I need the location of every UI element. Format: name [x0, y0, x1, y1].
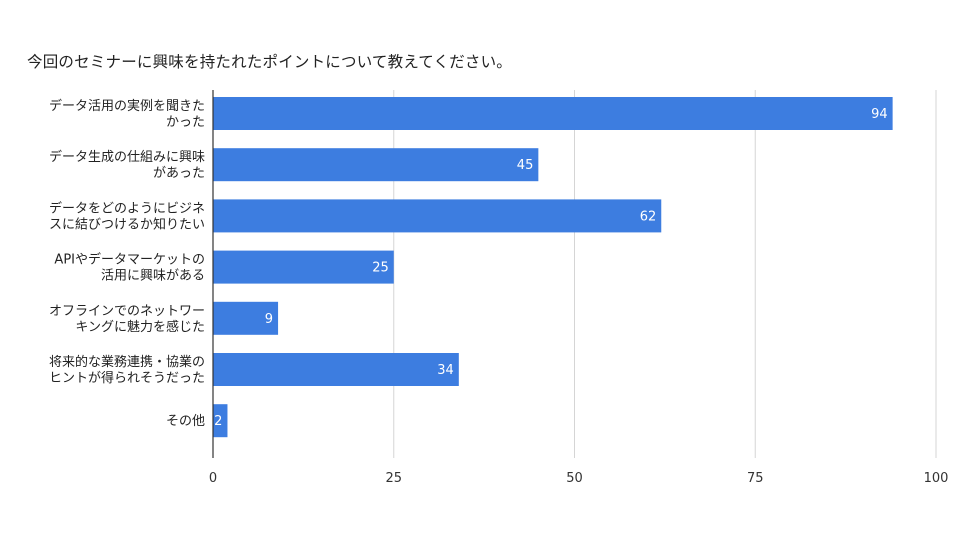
data-label-5: 34: [437, 363, 454, 378]
bar-5: [213, 353, 459, 386]
category-label-5-0: 将来的な業務連携・協業の: [49, 354, 205, 370]
category-label-5-1: ヒントが得られそうだった: [49, 370, 205, 386]
x-tick-label-75: 75: [747, 471, 764, 486]
category-label-6-0: その他: [166, 414, 205, 429]
category-label-0-1: かった: [166, 115, 205, 130]
x-tick-label-0: 0: [209, 471, 217, 486]
bar-6: [213, 404, 228, 438]
data-label-2: 62: [640, 209, 657, 224]
data-label-3: 25: [372, 261, 389, 276]
category-label-4-1: キングに魅力を感じた: [75, 319, 205, 335]
data-label-4: 9: [265, 312, 273, 327]
data-label-6: 2: [214, 414, 222, 429]
bar-3: [213, 250, 394, 284]
x-tick-label-25: 25: [385, 471, 402, 486]
data-label-0: 94: [871, 107, 888, 122]
chart-title: 今回のセミナーに興味を持たれたポイントについて教えてください。: [27, 53, 512, 71]
x-tick-label-50: 50: [566, 471, 583, 486]
bar-4: [213, 301, 279, 335]
category-label-4-0: オフラインでのネットワー: [49, 304, 205, 319]
category-label-2-1: スに結びつけるか知りたい: [49, 216, 205, 232]
bar-2: [213, 199, 662, 233]
category-label-2-0: データをどのようにビジネ: [49, 200, 205, 216]
category-label-0-0: データ活用の実例を聞きた: [49, 98, 205, 114]
category-label-1-0: データ生成の仕組みに興味: [49, 149, 205, 165]
bar-1: [213, 148, 539, 182]
x-tick-label-100: 100: [924, 471, 949, 486]
data-label-1: 45: [517, 158, 534, 173]
category-label-1-1: があった: [153, 166, 205, 181]
bar-0: [213, 97, 893, 130]
category-label-3-0: APIやデータマーケットの: [54, 252, 205, 268]
category-label-3-1: 活用に興味がある: [101, 269, 205, 284]
